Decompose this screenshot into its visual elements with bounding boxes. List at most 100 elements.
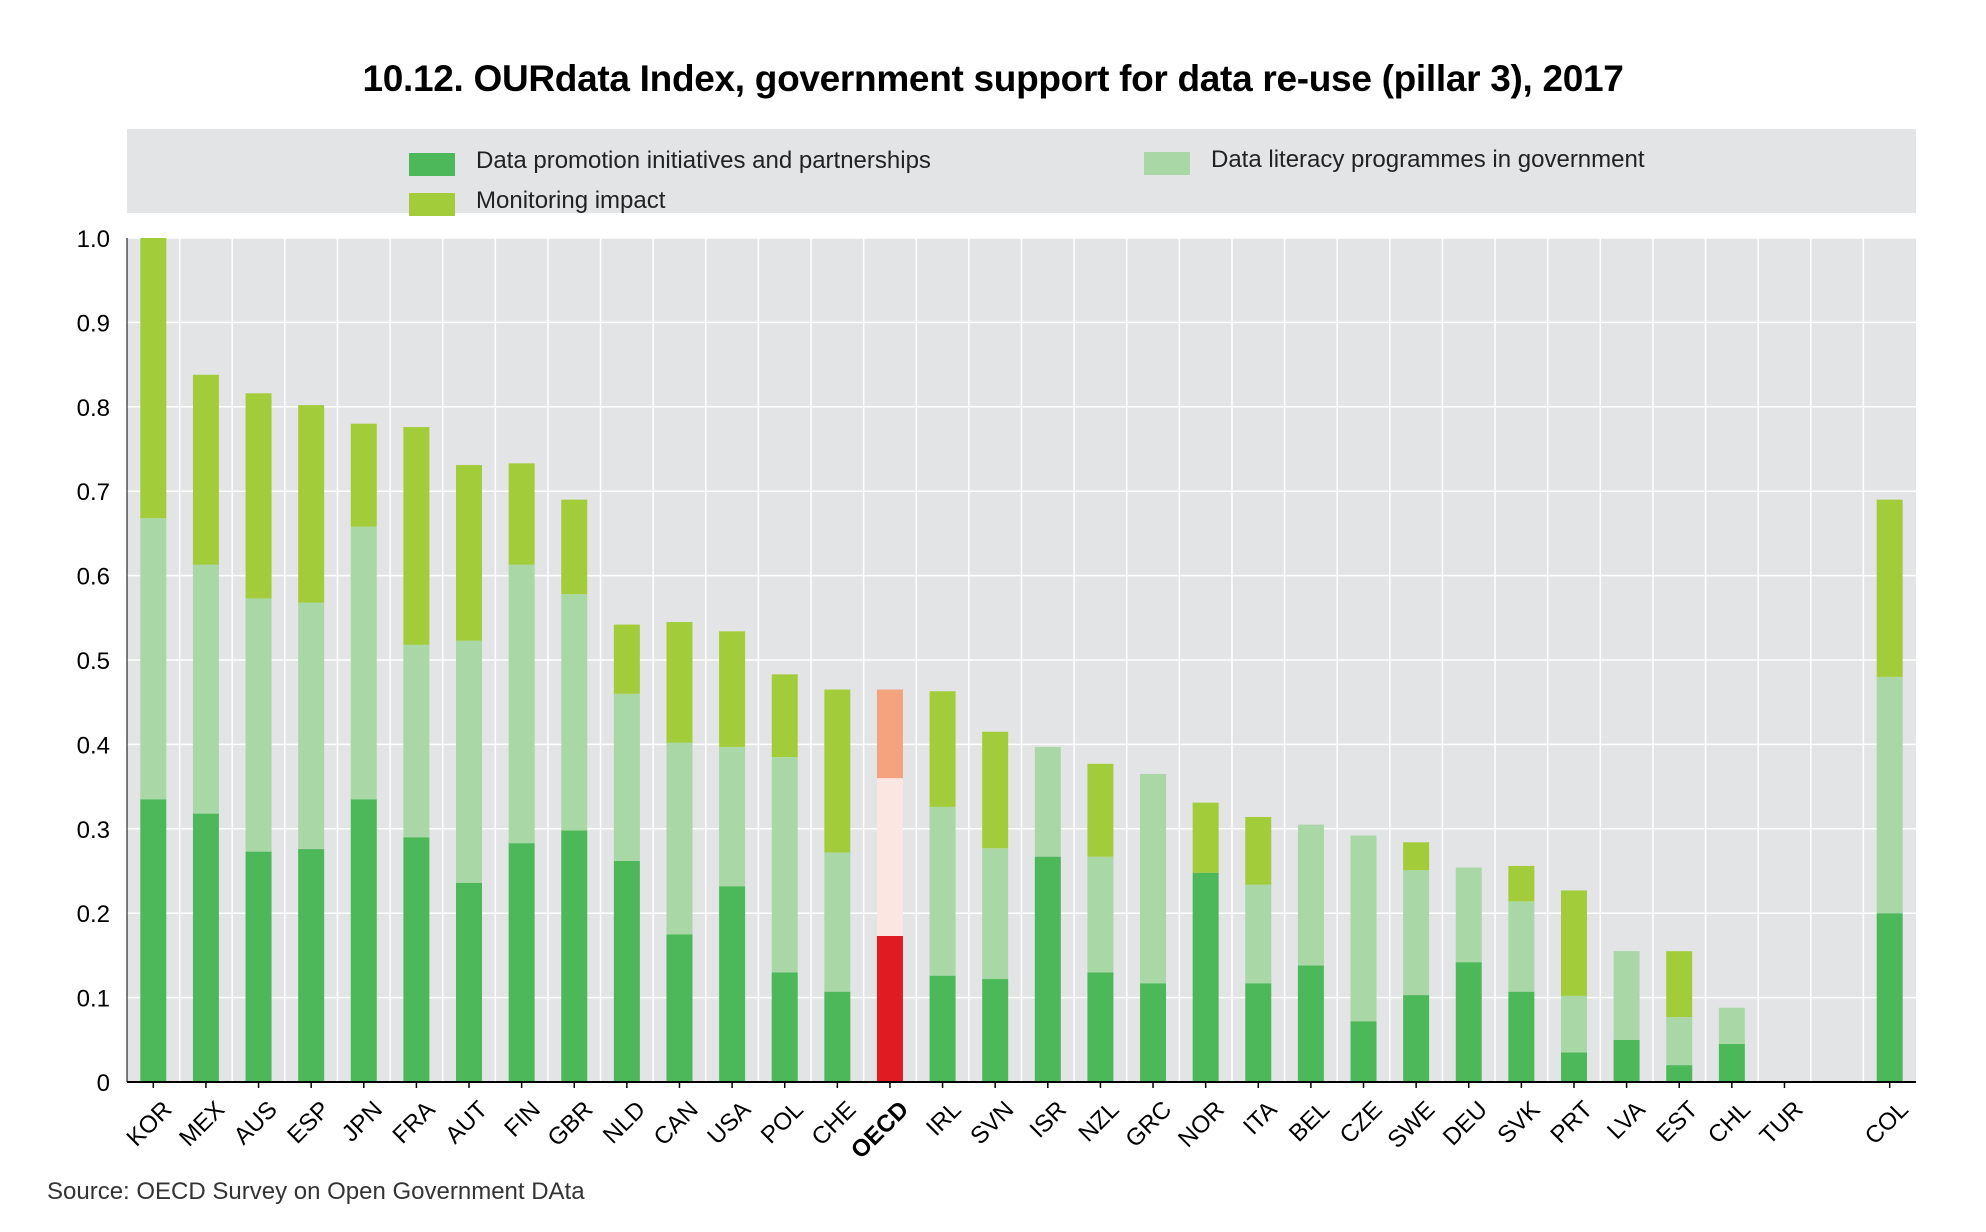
bar-fin-data-promotion-initiatives-and-partnerships bbox=[508, 843, 535, 1082]
bar-che-data-literacy-programmes-in-government bbox=[824, 852, 851, 992]
bar-bel-data-literacy-programmes-in-government bbox=[1297, 824, 1324, 966]
y-tick-label: 0.1 bbox=[77, 986, 110, 1013]
x-tick-label-fra: FRA bbox=[387, 1096, 440, 1149]
bar-svk-data-promotion-initiatives-and-partnerships bbox=[1508, 991, 1535, 1082]
x-tick-label-jpn: JPN bbox=[337, 1096, 388, 1147]
bar-irl-data-literacy-programmes-in-government bbox=[929, 806, 956, 976]
bar-mex-monitoring-impact bbox=[192, 374, 219, 565]
y-tick-label: 1.0 bbox=[77, 226, 110, 253]
bar-kor-data-literacy-programmes-in-government bbox=[140, 518, 167, 800]
bar-gbr-monitoring-impact bbox=[561, 499, 588, 595]
bar-aut-data-literacy-programmes-in-government bbox=[456, 640, 483, 883]
bar-chl-data-promotion-initiatives-and-partnerships bbox=[1718, 1044, 1745, 1082]
source-note: Source: OECD Survey on Open Government D… bbox=[47, 1178, 585, 1205]
bar-oecd-data-promotion-initiatives-and-partnerships bbox=[876, 935, 903, 1082]
bar-kor-data-promotion-initiatives-and-partnerships bbox=[140, 799, 167, 1082]
bar-che-data-promotion-initiatives-and-partnerships bbox=[824, 991, 851, 1082]
bar-usa-data-literacy-programmes-in-government bbox=[719, 746, 746, 887]
x-tick-label-lva: LVA bbox=[1602, 1096, 1651, 1145]
bar-gbr-data-promotion-initiatives-and-partnerships bbox=[561, 830, 588, 1082]
bar-mex-data-literacy-programmes-in-government bbox=[192, 564, 219, 814]
bar-aus-data-promotion-initiatives-and-partnerships bbox=[245, 851, 272, 1082]
bar-che-monitoring-impact bbox=[824, 689, 851, 853]
bar-col-data-literacy-programmes-in-government bbox=[1876, 676, 1903, 914]
bar-fin-data-literacy-programmes-in-government bbox=[508, 564, 535, 844]
y-tick-label: 0.8 bbox=[77, 395, 110, 422]
bar-pol-monitoring-impact bbox=[771, 674, 798, 758]
bar-est-data-literacy-programmes-in-government bbox=[1666, 1017, 1693, 1066]
bar-usa-monitoring-impact bbox=[719, 631, 746, 747]
x-tick-label-usa: USA bbox=[702, 1096, 756, 1150]
bar-isr-data-literacy-programmes-in-government bbox=[1034, 746, 1061, 857]
bar-nor-data-promotion-initiatives-and-partnerships bbox=[1192, 872, 1219, 1082]
legend-label-data-literacy: Data literacy programmes in government bbox=[1211, 146, 1645, 173]
bar-lva-data-literacy-programmes-in-government bbox=[1613, 951, 1640, 1040]
bar-prt-data-literacy-programmes-in-government bbox=[1560, 995, 1587, 1053]
x-tick-label-ita: ITA bbox=[1238, 1096, 1282, 1140]
bar-prt-data-promotion-initiatives-and-partnerships bbox=[1560, 1052, 1587, 1082]
bar-aut-monitoring-impact bbox=[456, 465, 483, 641]
bar-lva-data-promotion-initiatives-and-partnerships bbox=[1613, 1039, 1640, 1082]
x-tick-label-tur: TUR bbox=[1755, 1096, 1809, 1150]
x-tick-label-irl: IRL bbox=[921, 1096, 967, 1142]
x-tick-label-grc: GRC bbox=[1120, 1096, 1177, 1153]
bar-svn-data-literacy-programmes-in-government bbox=[982, 848, 1009, 980]
bar-est-monitoring-impact bbox=[1666, 951, 1693, 1018]
y-tick-label: 0.2 bbox=[77, 901, 110, 928]
bar-ita-data-promotion-initiatives-and-partnerships bbox=[1245, 983, 1272, 1082]
bar-oecd-data-literacy-programmes-in-government bbox=[876, 778, 903, 936]
bar-can-monitoring-impact bbox=[666, 622, 693, 743]
x-tick-label-gbr: GBR bbox=[542, 1096, 598, 1152]
bar-aut-data-promotion-initiatives-and-partnerships bbox=[456, 882, 483, 1082]
bar-esp-data-literacy-programmes-in-government bbox=[298, 602, 325, 850]
bar-nzl-data-literacy-programmes-in-government bbox=[1087, 856, 1114, 973]
bar-grc-data-promotion-initiatives-and-partnerships bbox=[1140, 983, 1167, 1082]
x-tick-label-can: CAN bbox=[649, 1096, 704, 1151]
bar-col-monitoring-impact bbox=[1876, 499, 1903, 677]
bar-usa-data-promotion-initiatives-and-partnerships bbox=[719, 886, 746, 1082]
bar-svk-monitoring-impact bbox=[1508, 865, 1535, 902]
x-tick-label-chl: CHL bbox=[1703, 1096, 1756, 1149]
bar-swe-data-literacy-programmes-in-government bbox=[1403, 870, 1430, 996]
x-tick-label-nor: NOR bbox=[1173, 1096, 1230, 1153]
bar-fra-data-literacy-programmes-in-government bbox=[403, 644, 430, 838]
bar-bel-data-promotion-initiatives-and-partnerships bbox=[1297, 965, 1324, 1082]
x-tick-label-cze: CZE bbox=[1335, 1096, 1388, 1149]
bar-pol-data-promotion-initiatives-and-partnerships bbox=[771, 972, 798, 1082]
bar-oecd-monitoring-impact bbox=[876, 689, 903, 779]
bar-irl-data-promotion-initiatives-and-partnerships bbox=[929, 975, 956, 1082]
chart-title: 10.12. OURdata Index, government support… bbox=[362, 58, 1624, 99]
bar-ita-data-literacy-programmes-in-government bbox=[1245, 884, 1272, 984]
bar-gbr-data-literacy-programmes-in-government bbox=[561, 594, 588, 831]
bar-grc-data-literacy-programmes-in-government bbox=[1140, 773, 1167, 984]
bar-kor-monitoring-impact bbox=[140, 238, 167, 519]
bar-jpn-data-literacy-programmes-in-government bbox=[350, 526, 377, 800]
x-tick-label-nzl: NZL bbox=[1073, 1096, 1124, 1147]
bar-nzl-monitoring-impact bbox=[1087, 763, 1114, 857]
x-tick-label-mex: MEX bbox=[174, 1096, 230, 1152]
bar-irl-monitoring-impact bbox=[929, 691, 956, 807]
legend-swatch-data-promotion bbox=[409, 153, 455, 176]
bar-fra-data-promotion-initiatives-and-partnerships bbox=[403, 837, 430, 1082]
x-tick-label-prt: PRT bbox=[1545, 1096, 1598, 1149]
bar-cze-data-promotion-initiatives-and-partnerships bbox=[1350, 1021, 1377, 1082]
x-tick-label-svn: SVN bbox=[965, 1096, 1019, 1150]
bar-can-data-literacy-programmes-in-government bbox=[666, 742, 693, 935]
y-tick-label: 0.4 bbox=[77, 732, 110, 759]
x-tick-label-bel: BEL bbox=[1284, 1096, 1335, 1147]
x-tick-label-deu: DEU bbox=[1438, 1096, 1493, 1151]
legend: Data promotion initiatives and partnersh… bbox=[127, 129, 1916, 216]
bar-esp-data-promotion-initiatives-and-partnerships bbox=[298, 849, 325, 1082]
x-tick-label-swe: SWE bbox=[1383, 1096, 1441, 1154]
x-tick-label-oecd: OECD bbox=[846, 1096, 914, 1164]
bar-aus-monitoring-impact bbox=[245, 393, 272, 599]
x-tick-label-svk: SVK bbox=[1492, 1096, 1545, 1149]
bar-nld-monitoring-impact bbox=[613, 624, 640, 694]
x-tick-label-est: EST bbox=[1651, 1096, 1703, 1148]
x-tick-label-isr: ISR bbox=[1025, 1096, 1072, 1143]
y-tick-label: 0.6 bbox=[77, 564, 110, 591]
bar-swe-data-promotion-initiatives-and-partnerships bbox=[1403, 995, 1430, 1082]
bar-ita-monitoring-impact bbox=[1245, 816, 1272, 885]
bar-isr-data-promotion-initiatives-and-partnerships bbox=[1034, 856, 1061, 1082]
